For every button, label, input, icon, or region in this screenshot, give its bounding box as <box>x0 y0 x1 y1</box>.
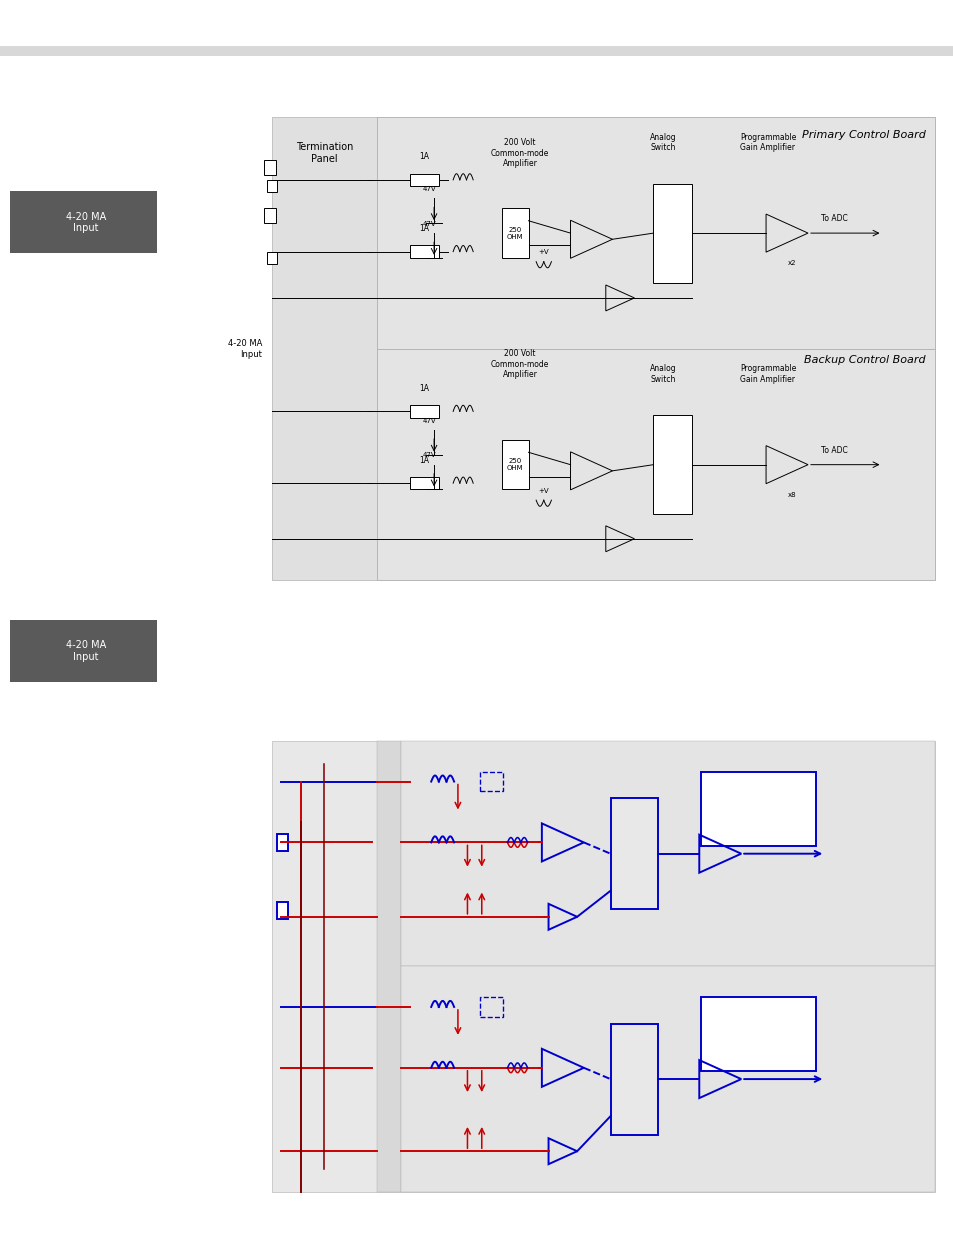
Bar <box>700 997 815 1071</box>
Text: 47V: 47V <box>422 417 436 424</box>
Text: Analog
Switch: Analog Switch <box>649 364 676 384</box>
Bar <box>410 477 438 489</box>
Bar <box>479 997 502 1016</box>
Text: 47V: 47V <box>422 221 436 227</box>
Bar <box>410 405 438 417</box>
Text: x8: x8 <box>786 492 796 498</box>
Text: To ADC: To ADC <box>821 446 847 454</box>
Text: 4-20 MA
Input: 4-20 MA Input <box>66 640 106 662</box>
Bar <box>610 798 658 909</box>
Bar <box>410 174 438 186</box>
Text: 250
OHM: 250 OHM <box>506 226 523 240</box>
Text: Programmable
Gain Amplifier: Programmable Gain Amplifier <box>739 364 796 384</box>
Text: 4-20 MA
Input: 4-20 MA Input <box>228 340 262 358</box>
Text: +V: +V <box>537 488 549 494</box>
Bar <box>0 46 953 56</box>
Bar <box>264 209 275 224</box>
Text: +V: +V <box>537 249 549 256</box>
Bar <box>272 117 934 580</box>
Bar <box>400 966 934 1192</box>
Text: 47V: 47V <box>422 452 436 458</box>
Text: 47V: 47V <box>422 186 436 193</box>
Text: Backup Control Board: Backup Control Board <box>803 356 924 366</box>
Bar <box>10 620 157 682</box>
Text: 200 Volt
Common-mode
Amplifier: 200 Volt Common-mode Amplifier <box>490 350 549 379</box>
Bar <box>267 252 276 264</box>
Text: To ADC: To ADC <box>821 214 847 224</box>
Bar <box>376 741 400 1192</box>
Bar <box>272 117 376 580</box>
Text: Primary Control Board: Primary Control Board <box>801 130 924 140</box>
Text: Programmable
Gain Amplifier: Programmable Gain Amplifier <box>739 132 796 152</box>
Bar <box>272 741 934 1192</box>
Bar <box>653 184 691 283</box>
Text: 4-20 MA
Input: 4-20 MA Input <box>66 211 106 233</box>
Text: 1A: 1A <box>419 152 429 162</box>
Bar <box>501 209 528 258</box>
Bar <box>276 834 288 851</box>
Bar <box>700 772 815 846</box>
Bar <box>276 902 288 919</box>
Text: Termination
Panel: Termination Panel <box>295 142 353 163</box>
Bar <box>479 772 502 792</box>
Text: 1A: 1A <box>419 456 429 464</box>
Bar <box>400 741 934 966</box>
Bar <box>267 180 276 193</box>
Text: x2: x2 <box>787 261 795 267</box>
Bar <box>10 191 157 253</box>
Text: Analog
Switch: Analog Switch <box>649 132 676 152</box>
Text: 1A: 1A <box>419 384 429 393</box>
Text: 200 Volt
Common-mode
Amplifier: 200 Volt Common-mode Amplifier <box>490 138 549 168</box>
Text: 1A: 1A <box>419 224 429 233</box>
Text: 250
OHM: 250 OHM <box>506 458 523 472</box>
Bar <box>264 161 275 175</box>
Bar <box>376 117 934 348</box>
Bar <box>376 348 934 580</box>
Bar <box>501 440 528 489</box>
Bar <box>410 246 438 258</box>
Bar <box>653 415 691 514</box>
Bar <box>610 1024 658 1135</box>
